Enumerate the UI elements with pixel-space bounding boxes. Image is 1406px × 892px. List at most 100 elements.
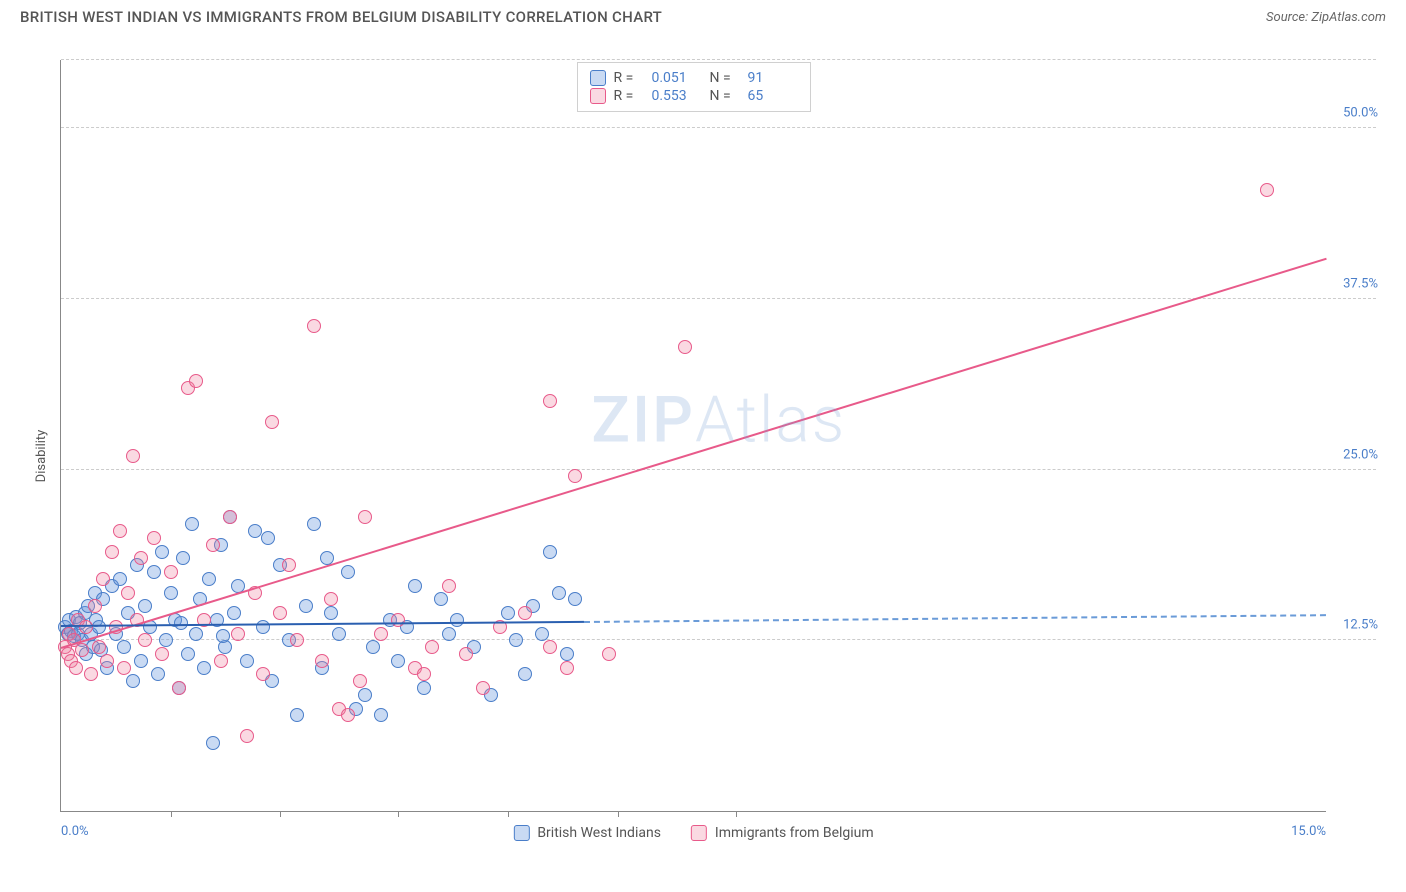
- data-point: [206, 538, 220, 552]
- data-point: [117, 661, 131, 675]
- data-point: [69, 661, 83, 675]
- data-point: [261, 531, 275, 545]
- data-point: [155, 647, 169, 661]
- legend-item-blue: British West Indians: [513, 825, 661, 841]
- data-point: [290, 708, 304, 722]
- data-point: [307, 517, 321, 531]
- data-point: [265, 415, 279, 429]
- data-point: [164, 565, 178, 579]
- data-point: [442, 579, 456, 593]
- data-point: [391, 613, 405, 627]
- data-point: [568, 469, 582, 483]
- chart-container: Disability ZIPAtlas R = 0.051 N = 91 R =…: [20, 40, 1386, 872]
- data-point: [358, 510, 372, 524]
- data-point: [105, 545, 119, 559]
- data-point: [189, 627, 203, 641]
- data-point: [172, 681, 186, 695]
- data-point: [417, 667, 431, 681]
- data-point: [543, 394, 557, 408]
- y-tick-label: 25.0%: [1343, 447, 1378, 462]
- swatch-blue-icon: [513, 825, 529, 841]
- legend-item-pink: Immigrants from Belgium: [691, 825, 874, 841]
- data-point: [282, 558, 296, 572]
- legend-row-pink: R = 0.553 N = 65: [590, 88, 798, 104]
- data-point: [147, 565, 161, 579]
- x-tick-mark: [171, 811, 172, 817]
- data-point: [256, 620, 270, 634]
- data-point: [417, 681, 431, 695]
- data-point: [307, 319, 321, 333]
- data-point: [88, 599, 102, 613]
- data-point: [155, 545, 169, 559]
- data-point: [138, 599, 152, 613]
- data-point: [602, 647, 616, 661]
- data-point: [374, 708, 388, 722]
- data-point: [450, 613, 464, 627]
- y-tick-label: 50.0%: [1343, 106, 1378, 121]
- correlation-legend: R = 0.051 N = 91 R = 0.553 N = 65: [577, 62, 811, 112]
- data-point: [181, 647, 195, 661]
- data-point: [117, 640, 131, 654]
- x-tick-mark: [398, 811, 399, 817]
- data-point: [374, 627, 388, 641]
- data-point: [408, 579, 422, 593]
- gridline: [61, 127, 1376, 128]
- data-point: [1260, 183, 1274, 197]
- data-point: [159, 633, 173, 647]
- data-point: [113, 572, 127, 586]
- y-tick-label: 37.5%: [1343, 276, 1378, 291]
- data-point: [256, 667, 270, 681]
- data-point: [273, 606, 287, 620]
- data-point: [206, 736, 220, 750]
- data-point: [391, 654, 405, 668]
- data-point: [678, 340, 692, 354]
- data-point: [518, 667, 532, 681]
- data-point: [535, 627, 549, 641]
- data-point: [138, 633, 152, 647]
- data-point: [459, 647, 473, 661]
- data-point: [324, 606, 338, 620]
- y-tick-label: 12.5%: [1343, 618, 1378, 633]
- data-point: [174, 616, 188, 630]
- data-point: [299, 599, 313, 613]
- x-tick-label: 0.0%: [61, 824, 89, 839]
- data-point: [202, 572, 216, 586]
- data-point: [113, 524, 127, 538]
- data-point: [189, 374, 203, 388]
- data-point: [560, 647, 574, 661]
- data-point: [84, 667, 98, 681]
- x-tick-mark: [280, 811, 281, 817]
- data-point: [223, 510, 237, 524]
- trend-line: [584, 614, 1326, 623]
- data-point: [552, 586, 566, 600]
- data-point: [568, 592, 582, 606]
- data-point: [425, 640, 439, 654]
- data-point: [240, 654, 254, 668]
- swatch-blue-icon: [590, 70, 606, 86]
- gridline: [61, 298, 1376, 299]
- legend-row-blue: R = 0.051 N = 91: [590, 70, 798, 86]
- data-point: [358, 688, 372, 702]
- data-point: [231, 627, 245, 641]
- series-legend: British West Indians Immigrants from Bel…: [513, 825, 873, 841]
- data-point: [216, 629, 230, 643]
- x-tick-mark: [508, 811, 509, 817]
- data-point: [100, 654, 114, 668]
- data-point: [434, 592, 448, 606]
- data-point: [353, 674, 367, 688]
- data-point: [509, 633, 523, 647]
- chart-title: BRITISH WEST INDIAN VS IMMIGRANTS FROM B…: [20, 8, 662, 26]
- data-point: [214, 654, 228, 668]
- swatch-pink-icon: [590, 88, 606, 104]
- y-axis-label: Disability: [34, 430, 49, 483]
- gridline: [61, 469, 1376, 470]
- data-point: [185, 517, 199, 531]
- data-point: [121, 586, 135, 600]
- source-attribution: Source: ZipAtlas.com: [1266, 10, 1386, 25]
- data-point: [543, 640, 557, 654]
- data-point: [560, 661, 574, 675]
- gridline: [61, 639, 1376, 640]
- data-point: [176, 551, 190, 565]
- data-point: [366, 640, 380, 654]
- data-point: [543, 545, 557, 559]
